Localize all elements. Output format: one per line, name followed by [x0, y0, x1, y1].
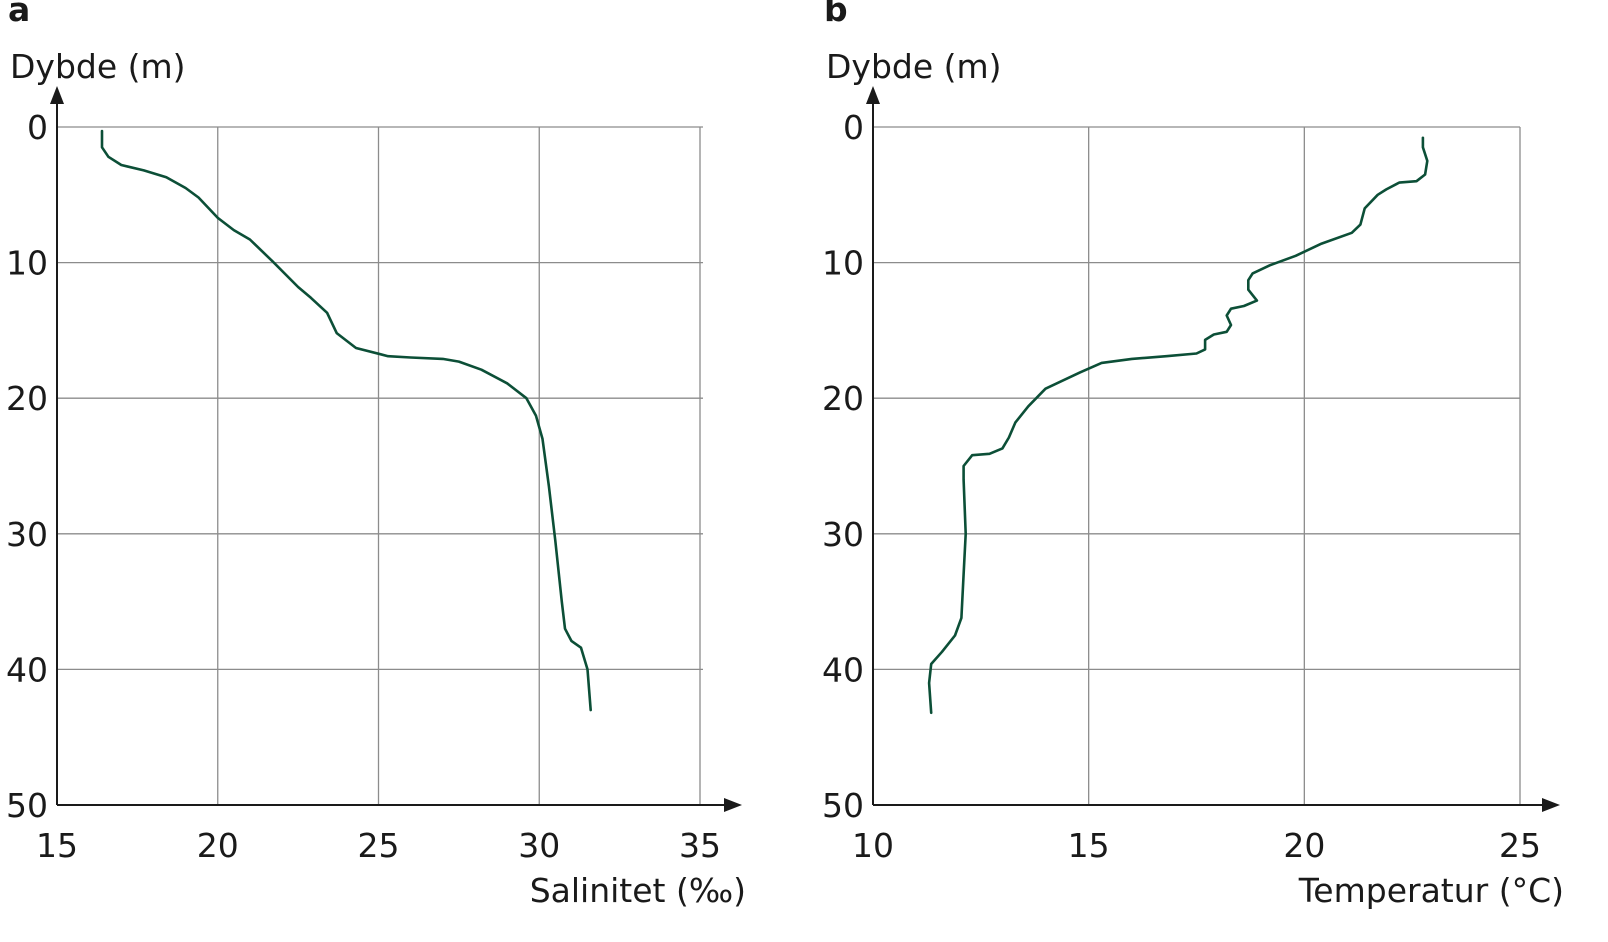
- y-axis-arrow-icon: [50, 86, 64, 104]
- profile-line: [100, 129, 592, 712]
- y-tick-label: 50: [822, 786, 864, 825]
- y-tick-label: 40: [6, 650, 48, 689]
- profile-line: [927, 136, 1429, 715]
- x-axis-label: Temperatur (°C): [1298, 871, 1564, 910]
- y-tick-label: 20: [6, 379, 48, 418]
- x-tick-label: 30: [518, 826, 560, 865]
- x-tick-label: 15: [36, 826, 78, 865]
- y-tick-label: 40: [822, 650, 864, 689]
- y-tick-label: 10: [6, 244, 48, 283]
- y-tick-label: 30: [822, 515, 864, 554]
- salinity-panel: 15 20 25 30 35 0 10 20 30 40 50 a Dybde (m) Salinitet…: [6, 0, 746, 910]
- y-tick-label: 30: [6, 515, 48, 554]
- panel-label: b: [824, 0, 848, 29]
- y-tick-label: 50: [6, 786, 48, 825]
- y-axis-label: Dybde (m): [10, 47, 186, 86]
- y-axis-label: Dybde (m): [826, 47, 1002, 86]
- x-axis-label: Salinitet (‰): [530, 871, 746, 910]
- x-tick-label: 35: [679, 826, 721, 865]
- x-tick-label: 25: [358, 826, 400, 865]
- y-axis-arrow-icon: [866, 86, 880, 104]
- panel-label: a: [8, 0, 30, 29]
- x-tick-label: 15: [1068, 826, 1110, 865]
- x-tick-label: 20: [197, 826, 239, 865]
- temperature-panel: 10 15 20 25 0 10 20 30 40 50 b Dybde (m) Temperatur …: [822, 0, 1564, 910]
- x-tick-label: 20: [1283, 826, 1325, 865]
- x-axis-arrow-icon: [1542, 798, 1560, 812]
- y-tick-label: 10: [822, 244, 864, 283]
- y-tick-label: 0: [27, 108, 48, 147]
- x-axis-arrow-icon: [724, 798, 742, 812]
- x-tick-label: 10: [852, 826, 894, 865]
- x-tick-label: 25: [1499, 826, 1541, 865]
- y-tick-label: 0: [843, 108, 864, 147]
- y-tick-label: 20: [822, 379, 864, 418]
